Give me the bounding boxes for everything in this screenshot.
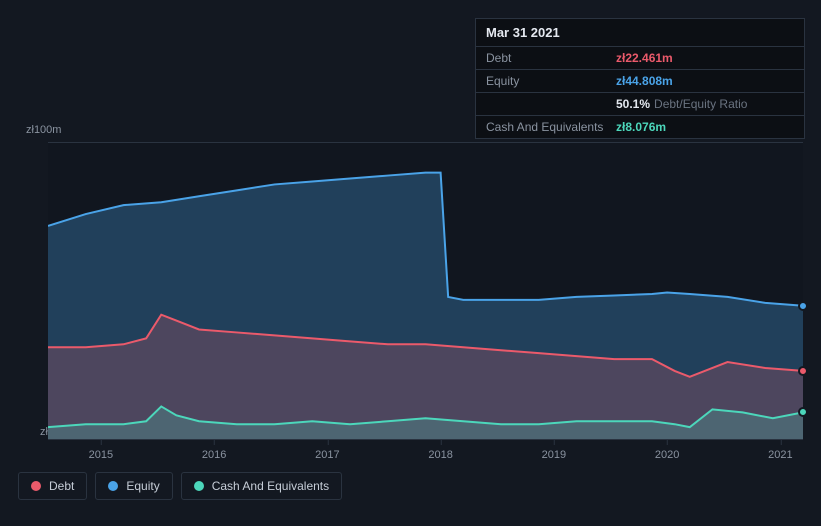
x-tick: 2016: [202, 449, 226, 461]
legend-dot-icon: [194, 481, 204, 491]
legend-item-debt[interactable]: Debt: [18, 472, 87, 500]
x-tick: 2018: [428, 449, 452, 461]
tooltip-label: Equity: [486, 74, 616, 88]
legend-label: Debt: [49, 479, 74, 493]
tooltip-value: zł44.808m: [616, 74, 794, 88]
legend-label: Equity: [126, 479, 159, 493]
x-tick: 2019: [542, 449, 566, 461]
x-tick: 2015: [89, 449, 113, 461]
tooltip-value: zł8.076m: [616, 120, 794, 134]
end-marker-cash-and-equivalents: [798, 407, 808, 417]
y-axis-top-label: zł100m: [26, 124, 42, 136]
end-marker-debt: [798, 366, 808, 376]
tooltip-row: 50.1%Debt/Equity Ratio: [476, 93, 804, 116]
legend-dot-icon: [108, 481, 118, 491]
tooltip-date: Mar 31 2021: [476, 19, 804, 47]
x-tick: 2020: [655, 449, 679, 461]
legend-item-cash-and-equivalents[interactable]: Cash And Equivalents: [181, 472, 342, 500]
chart-svg: [48, 143, 803, 439]
end-marker-equity: [798, 301, 808, 311]
y-axis-bottom-label: zł0: [40, 426, 42, 438]
chart-tooltip: Mar 31 2021 Debtzł22.461mEquityzł44.808m…: [475, 18, 805, 139]
tooltip-label: [486, 97, 616, 111]
tooltip-row: Cash And Equivalentszł8.076m: [476, 116, 804, 138]
tooltip-value: zł22.461m: [616, 51, 794, 65]
legend-dot-icon: [31, 481, 41, 491]
chart-plot-area[interactable]: [48, 142, 803, 440]
tooltip-value: 50.1%Debt/Equity Ratio: [616, 97, 794, 111]
x-tick: 2017: [315, 449, 339, 461]
tooltip-label: Cash And Equivalents: [486, 120, 616, 134]
x-axis: 2015 2016 2017 2018 2019 2020 2021: [48, 445, 803, 465]
tooltip-row: Debtzł22.461m: [476, 47, 804, 70]
x-tick: 2021: [768, 449, 792, 461]
tooltip-row: Equityzł44.808m: [476, 70, 804, 93]
legend-item-equity[interactable]: Equity: [95, 472, 172, 500]
debt-equity-chart: zł100m zł0 2015201620172018201920202021 …: [18, 120, 803, 506]
legend-label: Cash And Equivalents: [212, 479, 329, 493]
tooltip-label: Debt: [486, 51, 616, 65]
chart-legend: Debt Equity Cash And Equivalents: [18, 472, 342, 500]
